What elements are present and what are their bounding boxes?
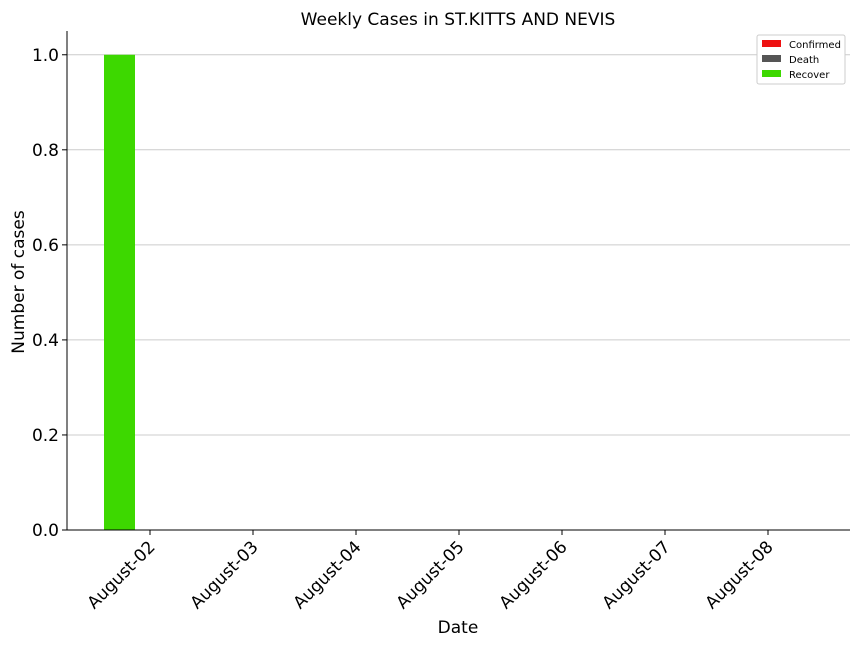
grid	[67, 54, 850, 436]
bar-recover	[104, 54, 135, 531]
y-tick-label: 0.8	[32, 141, 59, 161]
y-ticks: 0.0 0.2 0.4 0.6 0.8 1.0	[32, 46, 67, 541]
x-tick-label: August-04	[290, 537, 366, 613]
x-tick-label: August-03	[187, 537, 263, 613]
x-tick-label: August-05	[393, 537, 469, 613]
x-tick-label: August-07	[599, 537, 675, 613]
chart-title: Weekly Cases in ST.KITTS AND NEVIS	[301, 10, 616, 30]
y-tick-label: 0.4	[32, 331, 59, 351]
x-tick-label: August-08	[702, 537, 778, 613]
legend-label-death: Death	[789, 55, 819, 66]
x-ticks: August-02 August-03 August-04 August-05 Augu…	[84, 530, 778, 613]
legend-swatch-death	[762, 55, 781, 62]
legend-swatch-recover	[762, 70, 781, 77]
y-tick-label: 0.2	[32, 426, 59, 446]
y-axis-label: Number of cases	[9, 210, 29, 354]
x-axis-label: Date	[438, 618, 479, 638]
x-tick-label: August-02	[84, 537, 160, 613]
bars	[104, 54, 135, 531]
y-tick-label: 0.6	[32, 236, 59, 256]
legend-swatch-confirmed	[762, 40, 781, 47]
y-tick-label: 0.0	[32, 521, 59, 541]
legend: Confirmed Death Recover	[756, 34, 846, 85]
legend-label-recover: Recover	[789, 70, 830, 81]
y-tick-label: 1.0	[32, 46, 59, 66]
x-tick-label: August-06	[496, 537, 572, 613]
axes	[66, 31, 850, 531]
legend-label-confirmed: Confirmed	[789, 40, 841, 51]
